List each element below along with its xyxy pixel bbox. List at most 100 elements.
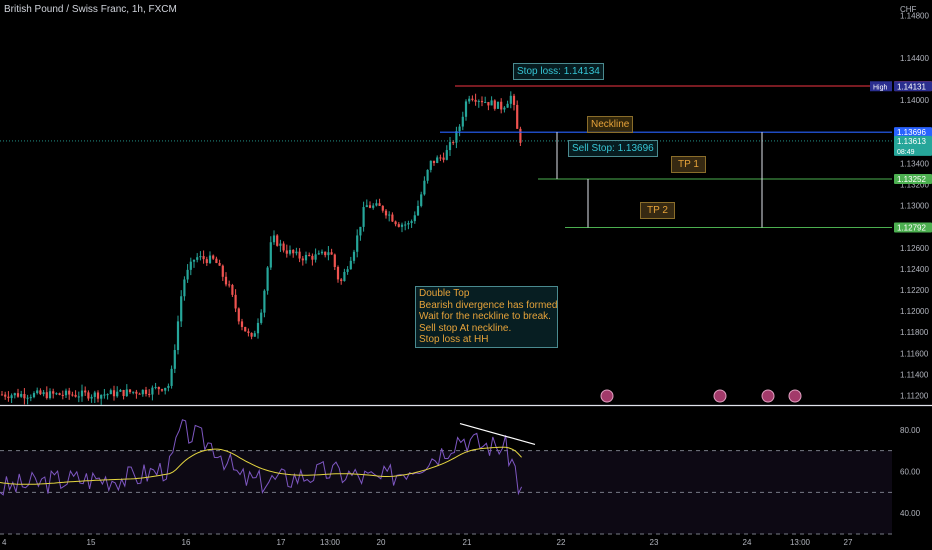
candle-body	[458, 126, 461, 132]
candle-body	[516, 104, 519, 129]
candle-body	[429, 160, 432, 170]
candle-body	[391, 214, 394, 222]
candle-body	[144, 389, 148, 394]
candle-body	[487, 102, 490, 106]
candle-body	[282, 243, 285, 251]
candle-body	[45, 392, 48, 399]
candle-body	[16, 393, 20, 397]
candle-body	[448, 142, 452, 151]
candle-body	[311, 255, 314, 260]
tp1-label[interactable]: TP 1	[671, 156, 706, 173]
candle-body	[61, 394, 64, 396]
candle-body	[199, 256, 202, 258]
candle-body	[109, 390, 112, 395]
stop-loss-label[interactable]: Stop loss: 1.14134	[513, 63, 604, 80]
price-tick-label: 1.11200	[900, 392, 929, 401]
price-badge	[894, 174, 932, 185]
sell-stop-label[interactable]: Sell Stop: 1.13696	[568, 140, 658, 157]
price-tick-label: 1.12600	[900, 244, 929, 253]
candle-body	[509, 95, 512, 104]
candle-body	[205, 259, 208, 263]
price-badge-value: 1.12792	[897, 224, 926, 233]
candle-body	[404, 224, 407, 226]
candle-body	[288, 249, 292, 254]
rsi-tick-label: 60.00	[900, 468, 921, 477]
candle-body	[420, 194, 423, 206]
candle-body	[506, 103, 509, 108]
candle-body	[112, 390, 116, 397]
price-tick-label: 1.14000	[900, 96, 929, 105]
currency-label: CHF	[900, 5, 917, 14]
candle-body	[58, 393, 61, 395]
candle-body	[100, 394, 103, 399]
candle-body	[135, 391, 138, 394]
time-tick-label: 23	[650, 538, 659, 547]
candle-body	[42, 392, 45, 395]
candle-body	[23, 393, 26, 399]
candle-body	[196, 257, 199, 260]
time-tick-label: 13:00	[790, 538, 811, 547]
price-badge	[894, 127, 932, 138]
candle-body	[87, 392, 90, 399]
candle-body	[304, 254, 308, 261]
candle-body	[292, 249, 295, 254]
analysis-note[interactable]: Double Top Bearish divergence has formed…	[415, 286, 558, 348]
tp2-label[interactable]: TP 2	[640, 202, 675, 219]
candle-body	[180, 296, 183, 322]
candle-body	[455, 131, 458, 143]
rsi-band	[0, 450, 892, 534]
price-tick-label: 1.14800	[900, 12, 929, 21]
candle-body	[224, 276, 228, 285]
candle-body	[298, 251, 301, 259]
candle-body	[423, 180, 426, 195]
candle-body	[122, 389, 125, 397]
candle-body	[324, 251, 327, 256]
candle-body	[128, 389, 132, 393]
candle-body	[77, 396, 80, 398]
candle-body	[183, 279, 186, 297]
candle-body	[250, 332, 253, 337]
candle-body	[96, 392, 100, 399]
candle-body	[496, 101, 500, 109]
candle-body	[26, 397, 29, 399]
candle-body	[320, 251, 324, 254]
candle-body	[285, 250, 288, 254]
candle-body	[493, 100, 496, 109]
candle-body	[352, 251, 356, 261]
candle-body	[221, 265, 224, 277]
candle-body	[192, 259, 196, 262]
rsi-tick-label: 40.00	[900, 509, 921, 518]
price-badge-value: 1.14131	[897, 82, 926, 91]
candle-body	[215, 258, 218, 264]
candle-body	[432, 160, 436, 163]
time-tick-label: 4	[2, 538, 7, 547]
rsi-line	[0, 419, 523, 496]
candle-body	[13, 393, 16, 396]
symbol-title: British Pound / Swiss Franc, 1h, FXCM	[4, 4, 177, 15]
candle-body	[208, 255, 212, 263]
candle-body	[228, 284, 231, 286]
candle-body	[29, 397, 32, 399]
candle-body	[356, 235, 359, 252]
candle-body	[157, 386, 160, 390]
candle-body	[503, 107, 506, 110]
divergence-line	[459, 423, 536, 445]
candle-body	[272, 235, 276, 243]
candle-body	[452, 142, 455, 144]
candle-body	[413, 215, 416, 222]
candle-body	[20, 393, 23, 397]
candle-body	[468, 98, 471, 102]
candle-body	[407, 223, 410, 225]
price-badge-value: 1.13696	[897, 128, 926, 137]
neckline-label[interactable]: Neckline	[587, 116, 634, 133]
candle-body	[388, 214, 391, 216]
candle-body	[400, 224, 404, 227]
candle-body	[256, 322, 260, 334]
event-icon	[761, 389, 775, 403]
candle-body	[0, 394, 4, 396]
candle-body	[266, 267, 269, 291]
candle-body	[84, 390, 87, 393]
candle-body	[362, 207, 365, 227]
